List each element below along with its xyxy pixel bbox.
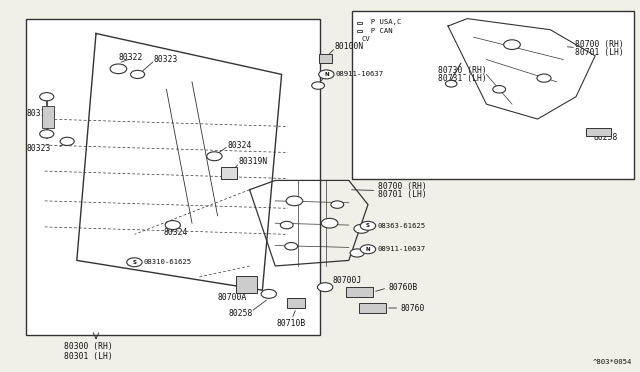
Text: 80701 (LH): 80701 (LH) xyxy=(575,48,624,57)
Text: S: S xyxy=(132,260,136,265)
Circle shape xyxy=(286,196,303,206)
Circle shape xyxy=(350,249,364,257)
Circle shape xyxy=(285,243,298,250)
Circle shape xyxy=(493,86,506,93)
Bar xyxy=(359,303,386,313)
Circle shape xyxy=(127,258,142,267)
Circle shape xyxy=(131,70,145,78)
Circle shape xyxy=(321,218,338,228)
Circle shape xyxy=(312,82,324,89)
Circle shape xyxy=(261,289,276,298)
Circle shape xyxy=(40,93,54,101)
Circle shape xyxy=(319,70,334,79)
Text: 80323: 80323 xyxy=(154,55,178,64)
Bar xyxy=(42,106,54,128)
Text: ^803*0054: ^803*0054 xyxy=(593,359,632,365)
Text: 80701 (LH): 80701 (LH) xyxy=(378,190,426,199)
Bar xyxy=(346,287,373,297)
Circle shape xyxy=(207,152,222,161)
Text: 80730 (RH): 80730 (RH) xyxy=(438,66,487,75)
Bar xyxy=(287,298,305,308)
Text: P USA,C: P USA,C xyxy=(362,19,401,25)
Text: S: S xyxy=(366,223,370,228)
Text: 80700A: 80700A xyxy=(218,293,247,302)
Circle shape xyxy=(537,74,551,82)
Text: 80700 (RH): 80700 (RH) xyxy=(575,40,624,49)
Text: N: N xyxy=(365,247,371,252)
Circle shape xyxy=(165,221,180,230)
Circle shape xyxy=(504,40,520,49)
Circle shape xyxy=(60,137,74,145)
Bar xyxy=(26,19,320,335)
Bar xyxy=(352,11,634,179)
Bar xyxy=(236,276,257,293)
Text: 80258: 80258 xyxy=(593,133,618,142)
Circle shape xyxy=(317,283,333,292)
Text: 80258: 80258 xyxy=(228,309,253,318)
Text: 80324: 80324 xyxy=(163,228,188,237)
Circle shape xyxy=(331,201,344,208)
Text: 80700J: 80700J xyxy=(333,276,362,285)
Text: CV: CV xyxy=(362,36,371,42)
Bar xyxy=(221,167,237,179)
Text: 08310-61625: 08310-61625 xyxy=(144,259,192,265)
Circle shape xyxy=(40,130,54,138)
Text: 80311H: 80311H xyxy=(27,109,56,118)
Text: 80300 (RH): 80300 (RH) xyxy=(64,342,113,351)
Text: 08911-10637: 08911-10637 xyxy=(336,71,384,77)
Text: 80323: 80323 xyxy=(27,144,51,153)
Bar xyxy=(586,128,611,136)
Text: P CAN: P CAN xyxy=(362,28,392,33)
Circle shape xyxy=(360,221,376,230)
Text: 80731 (LH): 80731 (LH) xyxy=(438,74,487,83)
Circle shape xyxy=(110,64,127,74)
Text: 80710B: 80710B xyxy=(276,319,306,328)
Circle shape xyxy=(360,245,376,254)
Bar xyxy=(357,30,362,32)
Circle shape xyxy=(445,80,457,87)
Bar xyxy=(357,22,362,24)
Text: 80700 (RH): 80700 (RH) xyxy=(378,182,426,191)
Text: 08911-10637: 08911-10637 xyxy=(378,246,426,252)
Text: 08363-61625: 08363-61625 xyxy=(378,223,426,229)
Text: 80100N: 80100N xyxy=(334,42,364,51)
Text: 80319N: 80319N xyxy=(238,157,268,166)
Circle shape xyxy=(354,224,369,233)
Bar xyxy=(319,54,332,63)
Text: 80760: 80760 xyxy=(401,304,425,312)
Text: N: N xyxy=(324,72,329,77)
Text: 80301 (LH): 80301 (LH) xyxy=(64,352,113,361)
Text: 80324: 80324 xyxy=(227,141,252,150)
Text: 80322: 80322 xyxy=(118,53,143,62)
Circle shape xyxy=(280,221,293,229)
Text: 80760B: 80760B xyxy=(388,283,418,292)
